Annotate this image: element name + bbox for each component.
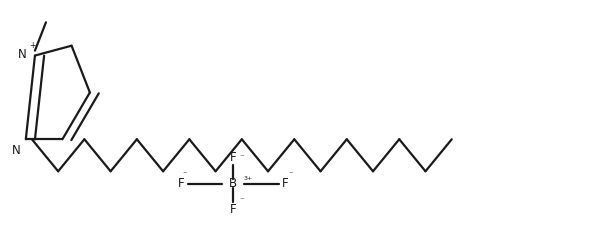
Text: ⁻: ⁻ (289, 171, 294, 180)
Text: +: + (29, 41, 35, 50)
Text: B: B (229, 177, 237, 190)
Text: ⁻: ⁻ (240, 153, 244, 162)
Text: F: F (230, 151, 237, 164)
Text: ⁻: ⁻ (240, 196, 244, 205)
Text: F: F (282, 177, 289, 190)
Text: N: N (18, 48, 26, 61)
Text: N: N (12, 144, 21, 157)
Text: F: F (178, 177, 185, 190)
Text: ⁻: ⁻ (182, 171, 187, 180)
Text: 3+: 3+ (243, 176, 253, 181)
Text: F: F (230, 203, 237, 216)
